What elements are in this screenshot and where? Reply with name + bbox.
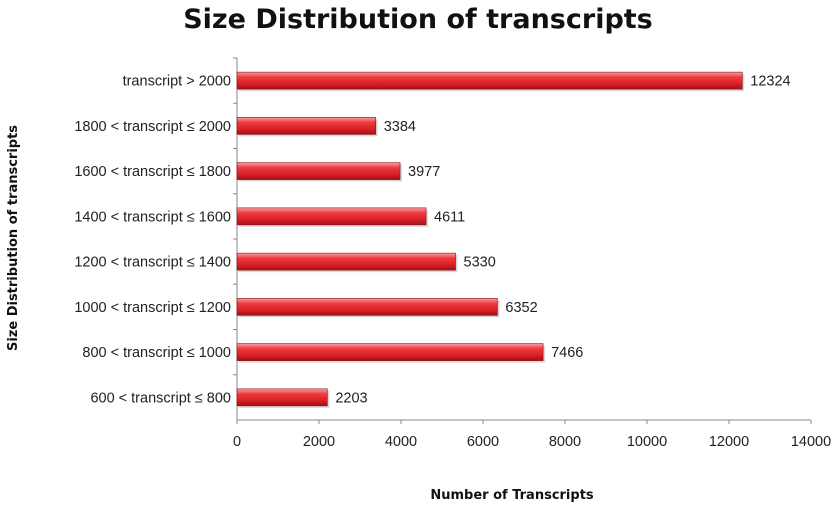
ticks-layer: 0 2000 4000 6000 8000 10000 12000 14000 xyxy=(233,57,831,450)
x-axis-title: Number of Transcripts xyxy=(430,488,594,503)
x-tick-label: 10000 xyxy=(627,434,667,450)
category-label: 800 < transcript ≤ 1000 xyxy=(82,345,231,361)
labels-layer: 12324 transcript > 2000 3384 1800 < transcr… xyxy=(74,74,790,407)
bar xyxy=(236,162,401,180)
bar xyxy=(236,388,328,407)
data-label: 2203 xyxy=(335,390,367,406)
category-label: 1800 < transcript ≤ 2000 xyxy=(74,119,231,135)
data-label: 5330 xyxy=(464,255,496,271)
category-label: 600 < transcript ≤ 800 xyxy=(90,390,231,406)
data-label: 4611 xyxy=(434,209,465,225)
bar xyxy=(236,207,427,226)
x-tick-label: 4000 xyxy=(385,434,417,450)
data-label: 3977 xyxy=(408,164,440,180)
category-label: transcript > 2000 xyxy=(123,74,231,90)
data-label: 7466 xyxy=(551,345,583,361)
bar xyxy=(236,298,498,316)
data-label: 6352 xyxy=(505,300,537,316)
bar xyxy=(236,71,743,90)
x-tick-label: 8000 xyxy=(549,434,581,450)
data-label: 12324 xyxy=(750,74,790,90)
category-label: 1200 < transcript ≤ 1400 xyxy=(74,255,231,271)
category-label: 1600 < transcript ≤ 1800 xyxy=(74,164,231,180)
y-axis-title: Size Distribution of transcripts xyxy=(6,125,21,351)
x-tick-label: 12000 xyxy=(709,434,749,450)
bars-layer xyxy=(236,71,745,408)
data-label: 3384 xyxy=(384,119,416,135)
x-tick-label: 2000 xyxy=(303,434,335,450)
x-tick-label: 6000 xyxy=(467,434,499,450)
bar xyxy=(236,252,456,271)
chart-title: Size Distribution of transcripts xyxy=(183,4,653,35)
bar xyxy=(236,343,544,361)
category-label: 1400 < transcript ≤ 1600 xyxy=(74,209,231,225)
x-tick-label: 14000 xyxy=(791,434,831,450)
x-tick-label: 0 xyxy=(233,434,241,450)
category-label: 1000 < transcript ≤ 1200 xyxy=(74,300,231,316)
bar xyxy=(236,117,377,135)
